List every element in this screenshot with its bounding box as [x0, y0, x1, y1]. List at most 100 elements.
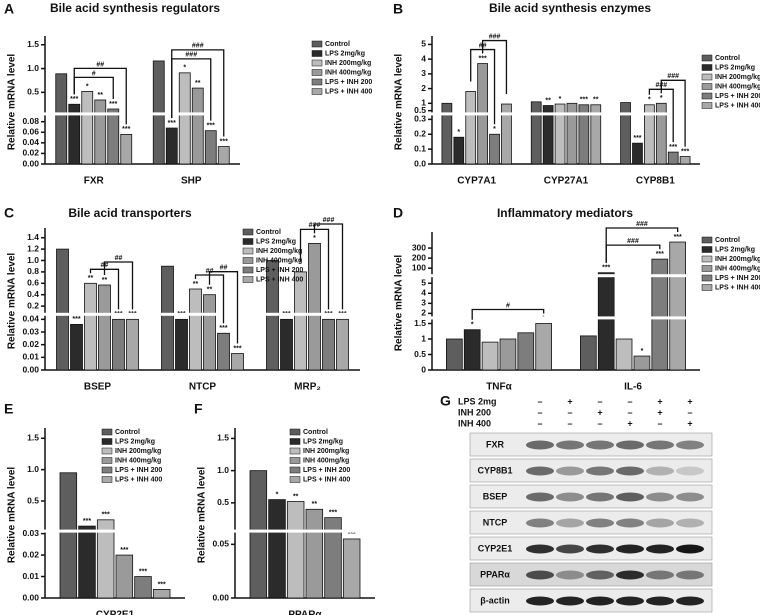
- legend-swatch: [101, 457, 113, 464]
- bar: [68, 103, 81, 165]
- blot-band: [526, 440, 554, 450]
- blot-band: [526, 466, 554, 476]
- legend-label: LPS + INH 200: [115, 467, 162, 474]
- significance-label: *: [471, 322, 474, 329]
- bar: [249, 470, 268, 599]
- significance-label: **: [312, 501, 318, 508]
- legend-label: LPS 2mg/kg: [715, 246, 755, 253]
- blot-band: [676, 570, 704, 580]
- comparison-label: ##: [115, 255, 123, 262]
- x-tick-label: MRP₂: [294, 382, 321, 393]
- y-tick-label: 0.0: [414, 158, 426, 168]
- y-tick-label: 0.03: [22, 528, 39, 538]
- y-tick-label: 1.5: [217, 433, 229, 443]
- y-tick-label: 5: [421, 39, 426, 49]
- bar: [78, 525, 96, 599]
- bar: [59, 472, 78, 599]
- legend-swatch: [289, 428, 301, 436]
- y-tick-label: 0.5: [217, 497, 229, 507]
- treatment-sign: –: [597, 396, 602, 406]
- y-axis-label: Relative mRNA level: [197, 467, 208, 564]
- legend-label: LPS + INH 200: [715, 93, 760, 100]
- significance-label: ***: [109, 101, 117, 108]
- treatment-sign: –: [627, 407, 632, 417]
- panel-letter: B: [393, 1, 403, 17]
- blot-band: [556, 466, 584, 476]
- bar: [463, 329, 481, 371]
- bar: [578, 104, 590, 165]
- legend-label: LPS 2mg/kg: [715, 64, 755, 71]
- blot-band: [526, 570, 554, 580]
- blot-band: [616, 596, 644, 606]
- x-tick-label: FXR: [84, 176, 105, 187]
- significance-label: ***: [329, 509, 337, 516]
- y-tick-label: 0.8: [27, 266, 39, 276]
- legend-swatch: [101, 428, 113, 436]
- y-tick-label: 0.01: [22, 571, 39, 581]
- legend-swatch: [242, 247, 254, 255]
- comparison-bracket: [481, 39, 508, 95]
- bar: [481, 341, 499, 371]
- bar: [112, 318, 125, 371]
- x-tick-label: SHP: [181, 176, 202, 187]
- bar: [294, 271, 307, 371]
- y-tick-label: 0.00: [22, 158, 39, 168]
- y-tick-label: 0.06: [22, 127, 39, 137]
- significance-label: ***: [479, 55, 487, 62]
- significance-label: *: [313, 235, 316, 242]
- y-tick-label: 0.2: [27, 300, 39, 310]
- legend-label: INH 200mg/kg: [715, 256, 760, 263]
- x-tick-label: TNFα: [486, 382, 512, 393]
- bar: [655, 102, 667, 165]
- y-tick-label: 0.00: [212, 592, 229, 602]
- y-tick-label: 3: [421, 298, 426, 308]
- legend-swatch: [242, 228, 254, 236]
- blot-band: [556, 544, 584, 554]
- y-tick-label: 0.08: [22, 116, 39, 126]
- bar: [189, 288, 202, 371]
- y-tick-label: 0.02: [22, 339, 39, 349]
- legend-swatch: [289, 447, 301, 455]
- bar: [620, 102, 631, 165]
- y-tick-label: 100: [412, 262, 426, 272]
- y-tick-label: 0.04: [22, 137, 39, 147]
- y-tick-label: 0.03: [22, 326, 39, 336]
- legend-label: INH 400mg/kg: [715, 265, 760, 272]
- chart-title: Inflammatory mediators: [497, 206, 633, 220]
- legend-label: LPS + INH 400: [115, 476, 162, 483]
- blot-band: [556, 518, 584, 528]
- y-tick-label: 1.5: [27, 433, 39, 443]
- y-tick-label: 0.3: [414, 114, 426, 124]
- treatment-sign: +: [657, 407, 662, 417]
- comparison-bracket: [660, 79, 686, 147]
- legend-swatch: [311, 88, 323, 95]
- bar: [165, 127, 178, 165]
- legend-swatch: [701, 73, 713, 81]
- legend-label: LPS + INH 400: [303, 476, 350, 483]
- legend-label: LPS + INH 400: [256, 276, 303, 283]
- legend-swatch: [311, 59, 323, 67]
- bar: [530, 101, 542, 165]
- significance-label: ***: [139, 568, 147, 575]
- legend-swatch: [289, 457, 301, 464]
- comparison-bracket: [171, 58, 212, 121]
- legend-label: LPS 2mg/kg: [115, 438, 155, 445]
- bar: [633, 355, 651, 371]
- blot-band: [646, 492, 674, 502]
- legend-swatch: [701, 83, 713, 90]
- panel-letter: G: [440, 393, 451, 409]
- legend-label: INH 200mg/kg: [325, 60, 371, 67]
- y-tick-label: 0.4: [27, 289, 39, 299]
- legend-label: INH 200mg/kg: [256, 248, 302, 255]
- y-tick-label: 0.5: [414, 105, 426, 115]
- comparison-label: ###: [185, 52, 197, 59]
- significance-label: ***: [70, 96, 78, 103]
- blot-band: [526, 596, 554, 606]
- comparison-bracket: [73, 76, 114, 100]
- legend-swatch: [701, 92, 713, 100]
- blot-row-label: NTCP: [483, 517, 508, 527]
- blot-band: [526, 544, 554, 554]
- legend-label: INH 400mg/kg: [115, 457, 161, 464]
- significance-label: *: [648, 97, 651, 104]
